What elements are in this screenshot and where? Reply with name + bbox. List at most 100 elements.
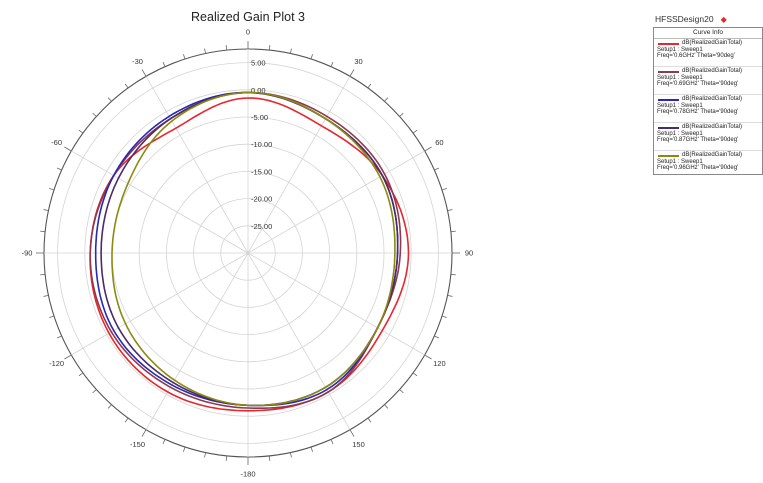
angle-tick xyxy=(330,439,334,445)
legend-freq: Freq='0.78GHz' Theta='90deg' xyxy=(657,109,739,116)
angle-tick xyxy=(56,167,62,171)
grid-spoke xyxy=(247,252,425,356)
angle-tick xyxy=(384,404,389,409)
legend-series-name: dB(RealizedGainTotal) xyxy=(682,124,743,130)
angle-tick xyxy=(384,97,389,102)
radial-tick-label: -5.00 xyxy=(251,113,268,122)
radial-tick-label: -15.00 xyxy=(251,167,272,176)
angle-tick xyxy=(40,273,46,276)
legend-series-name: dB(RealizedGainTotal) xyxy=(682,96,743,102)
legend-swatch xyxy=(658,127,679,129)
legend: Curve Info dB(RealizedGainTotal) Setup1 … xyxy=(653,27,763,175)
angle-tick xyxy=(399,112,404,117)
angle-tick xyxy=(367,83,372,89)
legend-series-name: dB(RealizedGainTotal) xyxy=(682,40,743,46)
angle-tick-label: 150 xyxy=(352,440,365,449)
angle-tick xyxy=(434,335,440,339)
legend-freq: Freq='0.69GHz' Theta='90deg' xyxy=(657,81,739,88)
radial-tick-label: -25.00 xyxy=(251,222,272,231)
legend-freq: Freq='0.87GHz' Theta='90deg' xyxy=(657,137,739,144)
angle-tick xyxy=(412,129,418,134)
angle-tick xyxy=(268,455,271,461)
angle-tick xyxy=(441,315,447,318)
angle-tick xyxy=(412,372,418,377)
angle-tick-label: 0 xyxy=(246,28,250,37)
radial-tick-label: -20.00 xyxy=(251,195,272,204)
grid-spoke xyxy=(247,150,425,254)
angle-tick xyxy=(64,354,72,360)
angle-tick xyxy=(64,146,72,152)
angle-tick xyxy=(92,389,97,394)
angle-tick xyxy=(349,429,355,437)
grid-spoke xyxy=(145,252,249,430)
legend-setup: Setup1 : Sweep1 xyxy=(657,102,703,109)
design-name-label: HFSSDesign20 xyxy=(655,14,714,24)
radial-tick-label: -10.00 xyxy=(251,140,272,149)
angle-tick xyxy=(447,295,453,297)
angle-tick xyxy=(225,45,228,51)
legend-swatch xyxy=(658,99,679,101)
angle-tick xyxy=(330,61,334,67)
legend-entry: dB(RealizedGainTotal) Setup1 : Sweep1 Fr… xyxy=(654,67,762,95)
angle-tick xyxy=(92,112,97,117)
angle-tick-label: 30 xyxy=(354,57,362,66)
legend-swatch xyxy=(658,71,679,73)
angle-tick xyxy=(290,452,292,458)
angle-tick xyxy=(56,335,62,339)
angle-tick xyxy=(424,146,432,152)
angle-tick xyxy=(40,230,46,233)
angle-tick-label: -120 xyxy=(49,359,64,368)
angle-tick xyxy=(310,446,313,452)
angle-tick xyxy=(162,61,166,67)
angle-tick xyxy=(204,48,206,54)
angle-labels: 0 30 60 90 120 150 -180 -150 -120 -90 -60 -30 xyxy=(22,28,474,479)
angle-tick xyxy=(183,446,186,452)
angle-tick-label: 90 xyxy=(465,249,473,258)
legend-entry: dB(RealizedGainTotal) Setup1 : Sweep1 Fr… xyxy=(654,95,762,123)
angle-tick xyxy=(78,129,84,134)
angle-tick xyxy=(367,417,372,423)
gain-curve xyxy=(111,91,396,407)
radial-labels: 5.00 0.00 -5.00 -10.00 -15.00 -20.00 -25.00 xyxy=(251,59,272,231)
angle-tick-label: -30 xyxy=(132,57,143,66)
angle-tick xyxy=(424,354,432,360)
polar-grid xyxy=(43,48,453,458)
angle-tick xyxy=(43,209,49,211)
gain-curves xyxy=(89,91,410,412)
legend-swatch xyxy=(658,155,679,157)
grid-spoke xyxy=(247,76,351,254)
gain-curve xyxy=(89,97,410,412)
legend-entry: dB(RealizedGainTotal) Setup1 : Sweep1 Fr… xyxy=(654,39,762,67)
design-marker-icon: ◆ xyxy=(720,15,727,24)
angle-tick xyxy=(162,439,166,445)
legend-setup: Setup1 : Sweep1 xyxy=(657,130,703,137)
angle-tick xyxy=(43,295,49,297)
legend-entry: dB(RealizedGainTotal) Setup1 : Sweep1 Fr… xyxy=(654,123,762,151)
legend-freq: Freq='0.96GHz' Theta='90deg' xyxy=(657,165,739,172)
angle-tick-label: 60 xyxy=(435,138,443,147)
angle-tick-label: -90 xyxy=(22,249,33,258)
angle-tick xyxy=(49,315,55,318)
grid-spoke xyxy=(145,76,249,254)
legend-design-name: HFSSDesign20 ◆ xyxy=(655,14,727,24)
angle-tick xyxy=(450,273,456,276)
chart-title: Realized Gain Plot 3 xyxy=(191,10,305,24)
angle-tick xyxy=(441,188,447,191)
angle-tick-marks xyxy=(36,41,460,465)
angle-tick xyxy=(349,69,355,77)
angle-tick xyxy=(225,455,228,461)
legend-swatch xyxy=(658,43,679,45)
grid-spoke xyxy=(247,252,351,430)
angle-tick xyxy=(124,83,129,89)
angle-tick xyxy=(107,404,112,409)
angle-tick xyxy=(434,167,440,171)
radial-tick-label: 5.00 xyxy=(251,59,266,68)
angle-tick xyxy=(141,69,147,77)
angle-tick xyxy=(204,452,206,458)
angle-tick-label: -150 xyxy=(130,440,145,449)
gain-curve xyxy=(100,91,399,407)
legend-setup: Setup1 : Sweep1 xyxy=(657,158,703,165)
angle-tick xyxy=(310,54,313,60)
angle-tick xyxy=(141,429,147,437)
